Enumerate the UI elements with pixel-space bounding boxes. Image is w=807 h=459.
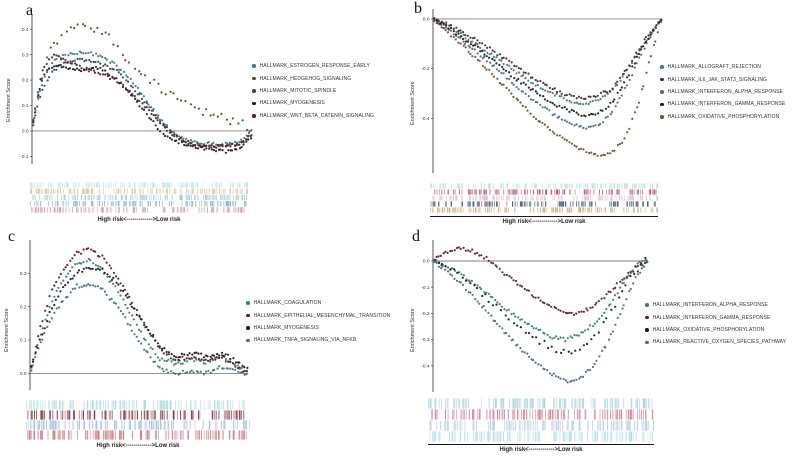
svg-text:0.2: 0.2	[22, 78, 29, 84]
svg-text:-0.1: -0.1	[20, 154, 29, 160]
legend-label: HALLMARK_MITOTIC_SPINDLE	[259, 87, 337, 94]
svg-text:-0.2: -0.2	[421, 66, 430, 72]
legend-dot-icon	[246, 313, 250, 318]
legend-dot-icon	[252, 113, 256, 118]
panel-letter-d: d	[412, 228, 420, 245]
legend-label: HALLMARK_WNT_BETA_CATENIN_SIGNALING	[259, 112, 375, 119]
legend-label: HALLMARK_HEDGEHOG_SIGNALING	[259, 75, 352, 82]
legend-dot-icon	[645, 340, 649, 345]
enrichment-plot-d: 0.0 -0.1 -0.2 -0.3 -0.4	[410, 236, 650, 396]
svg-text:-0.4: -0.4	[421, 363, 430, 369]
legend-dot-icon	[660, 77, 664, 82]
risk-axis-label-a: High risk<------------->Low risk	[97, 217, 181, 223]
legend-label: HALLMARK_ALLOGRAFT_REJECTION	[667, 64, 761, 71]
legend-dot-icon	[645, 328, 649, 332]
legend-label: HALLMARK_OXIDATIVE_PHOSPHORYLATION	[652, 326, 765, 333]
legend-item: HALLMARK_OXIDATIVE_PHOSPHORYLATION	[645, 324, 786, 336]
enrichment-plot-c: 0.3 0.2 0.1 0.0	[6, 236, 250, 394]
rug-baseline-b	[430, 216, 658, 217]
risk-axis-label-c: High risk<------------->Low risk	[96, 443, 180, 449]
legend-dot-icon	[645, 315, 649, 320]
legend-item: HALLMARK_COAGULATION	[246, 297, 390, 309]
legend-a: HALLMARK_ESTROGEN_RESPONSE_EARLY HALLMARK…	[252, 60, 374, 122]
enrichment-plot-b: 0.0 -0.2 -0.4	[410, 5, 664, 177]
legend-item: HALLMARK_EPITHELIAL_MESENCHYMAL_TRANSITI…	[246, 309, 390, 321]
svg-text:0.4: 0.4	[22, 27, 29, 33]
legend-dot-icon	[252, 89, 256, 93]
svg-text:-0.2: -0.2	[421, 311, 430, 317]
svg-text:0.0: 0.0	[423, 259, 430, 265]
legend-item: HALLMARK_MITOTIC_SPINDLE	[252, 85, 374, 97]
svg-text:-0.3: -0.3	[421, 337, 430, 343]
legend-item: HALLMARK_INTERFERON_ALPHA_RESPONSE	[660, 86, 785, 98]
legend-dot-icon	[246, 338, 250, 343]
legend-item: HALLMARK_IL6_JAK_STAT3_SIGNALING	[660, 73, 785, 85]
legend-label: HALLMARK_ESTROGEN_RESPONSE_EARLY	[259, 63, 370, 70]
legend-label: HALLMARK_EPITHELIAL_MESENCHYMAL_TRANSITI…	[253, 312, 391, 319]
legend-item: HALLMARK_INTERFERON_GAMMA_RESPONSE	[645, 311, 786, 323]
legend-dot-icon	[246, 301, 250, 305]
legend-label: HALLMARK_MYOGENESIS	[253, 324, 319, 331]
legend-label: HALLMARK_INTERFERON_ALPHA_RESPONSE	[667, 88, 783, 95]
svg-text:0.2: 0.2	[20, 304, 27, 310]
legend-dot-icon	[252, 64, 256, 68]
legend-item: HALLMARK_ESTROGEN_RESPONSE_EARLY	[252, 60, 374, 72]
legend-item: HALLMARK_MYOGENESIS	[252, 97, 374, 109]
legend-label: HALLMARK_INTERFERON_ALPHA_RESPONSE	[652, 302, 768, 309]
svg-text:0.1: 0.1	[22, 103, 29, 109]
legend-dot-icon	[645, 303, 649, 307]
legend-item: HALLMARK_INTERFERON_GAMMA_RESPONSE	[660, 98, 785, 110]
legend-dot-icon	[660, 114, 664, 119]
legend-d: HALLMARK_INTERFERON_ALPHA_RESPONSE HALLMA…	[645, 299, 786, 349]
rug-plot-b	[430, 183, 658, 213]
legend-item: HALLMARK_OXIDATIVE_PHOSPHORYLATION	[660, 111, 785, 123]
panel-letter-c: c	[8, 228, 16, 245]
svg-text:0.0: 0.0	[20, 371, 27, 377]
legend-label: HALLMARK_TNFA_SIGNALING_VIA_NFKB	[253, 337, 357, 344]
legend-label: HALLMARK_COAGULATION	[253, 300, 322, 307]
legend-dot-icon	[660, 90, 664, 94]
legend-label: HALLMARK_OXIDATIVE_PHOSPHORYLATION	[667, 113, 780, 120]
svg-text:0.3: 0.3	[22, 52, 29, 58]
panel-letter-a: a	[26, 2, 34, 19]
legend-dot-icon	[660, 65, 664, 69]
legend-label: HALLMARK_INTERFERON_GAMMA_RESPONSE	[667, 101, 786, 108]
legend-item: HALLMARK_TNFA_SIGNALING_VIA_NFKB	[246, 334, 390, 346]
legend-label: HALLMARK_REACTIVE_OXYGEN_SPECIES_PATHWAY	[652, 339, 787, 346]
legend-dot-icon	[252, 76, 256, 81]
legend-item: HALLMARK_REACTIVE_OXYGEN_SPECIES_PATHWAY	[645, 336, 786, 348]
panel-letter-b: b	[414, 0, 422, 17]
svg-text:0.0: 0.0	[423, 17, 430, 23]
legend-b: HALLMARK_ALLOGRAFT_REJECTION HALLMARK_IL6…	[660, 61, 785, 123]
legend-dot-icon	[660, 102, 664, 107]
legend-dot-icon	[246, 326, 250, 330]
rug-plot-d	[428, 398, 654, 442]
rug-plot-a	[30, 182, 248, 213]
legend-c: HALLMARK_COAGULATION HALLMARK_EPITHELIAL_…	[246, 297, 390, 347]
legend-label: HALLMARK_INTERFERON_GAMMA_RESPONSE	[652, 314, 771, 321]
rug-plot-c	[26, 400, 250, 440]
svg-text:-0.4: -0.4	[421, 116, 430, 122]
legend-item: HALLMARK_WNT_BETA_CATENIN_SIGNALING	[252, 110, 374, 122]
legend-item: HALLMARK_MYOGENESIS	[246, 322, 390, 334]
legend-label: HALLMARK_IL6_JAK_STAT3_SIGNALING	[667, 76, 768, 83]
svg-text:-0.1: -0.1	[421, 285, 430, 291]
rug-baseline-d	[428, 444, 654, 445]
svg-text:0.0: 0.0	[22, 129, 29, 135]
legend-item: HALLMARK_ALLOGRAFT_REJECTION	[660, 61, 785, 73]
risk-axis-label-b: High risk<------------->Low risk	[502, 219, 586, 225]
svg-text:0.1: 0.1	[20, 338, 27, 344]
legend-item: HALLMARK_INTERFERON_ALPHA_RESPONSE	[645, 299, 786, 311]
risk-axis-label-d: High risk<------------->Low risk	[499, 447, 583, 453]
legend-label: HALLMARK_MYOGENESIS	[259, 100, 325, 107]
legend-dot-icon	[252, 101, 256, 106]
enrichment-plot-a: 0.4 0.3 0.2 0.1 0.0 -0.1	[8, 10, 254, 168]
legend-item: HALLMARK_HEDGEHOG_SIGNALING	[252, 72, 374, 84]
svg-text:0.3: 0.3	[20, 271, 27, 277]
